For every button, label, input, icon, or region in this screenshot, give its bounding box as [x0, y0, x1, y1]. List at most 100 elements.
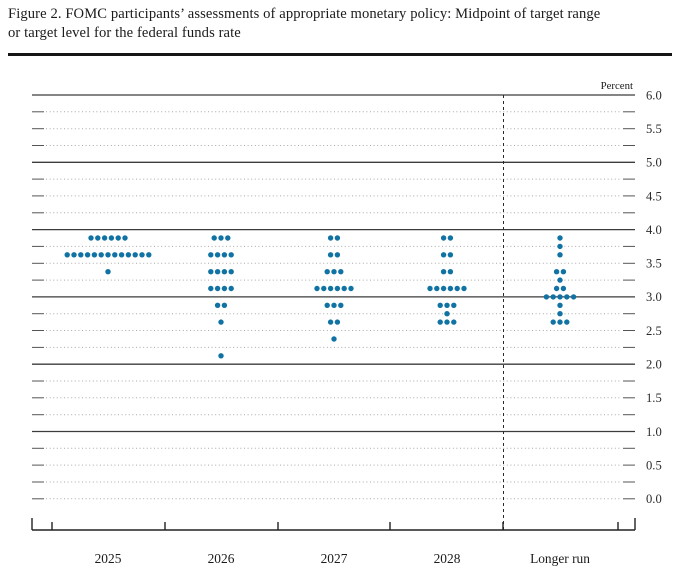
dot-2028-3.875: [440, 235, 447, 241]
dot-2028-3.125: [454, 285, 460, 292]
dot-2028-3.625: [447, 252, 454, 258]
dot-longer-run-3: [557, 294, 563, 300]
dot-longer-run-2.75: [557, 311, 563, 317]
dot-2028-3.125: [461, 285, 467, 292]
dot-2025-3.875: [95, 235, 101, 241]
dot-longer-run-3.875: [557, 235, 563, 241]
dot-2028-2.875: [444, 302, 450, 308]
dot-2025-3.375: [105, 269, 111, 275]
dot-longer-run-3: [570, 294, 577, 300]
dot-2027-2.375: [331, 336, 337, 342]
y-tick-label-3.0: 3.0: [646, 290, 662, 304]
dot-2026-2.625: [218, 319, 224, 325]
dot-2026-3.375: [228, 269, 234, 275]
dot-2028-2.875: [437, 302, 443, 308]
y-tick-label-0.5: 0.5: [646, 458, 662, 472]
dot-longer-run-3: [543, 294, 550, 300]
dot-2026-3.375: [221, 269, 228, 275]
dot-2027-3.375: [331, 269, 337, 275]
y-tick-label-5.0: 5.0: [646, 156, 662, 170]
figure-title-line2: or target level for the federal funds ra…: [8, 25, 241, 41]
dot-longer-run-3: [564, 294, 570, 300]
y-axis-unit-label: Percent: [601, 80, 633, 92]
dot-2027-3.125: [327, 285, 334, 292]
dot-2026-3.875: [225, 235, 231, 241]
dot-longer-run-3.125: [560, 285, 567, 292]
dot-2028-3.125: [427, 285, 433, 292]
dot-2028-3.125: [447, 285, 454, 292]
dot-2027-3.875: [327, 235, 334, 241]
dot-2025-3.625: [98, 252, 104, 258]
dot-2026-2.875: [214, 302, 221, 308]
dot-2026-3.125: [221, 285, 228, 292]
x-category-label-2027: 2027: [321, 551, 348, 566]
y-tick-label-4.5: 4.5: [646, 189, 662, 203]
dot-longer-run-3.375: [553, 269, 560, 275]
dot-2027-2.625: [334, 319, 341, 325]
dot-2028-2.625: [444, 319, 450, 325]
dot-2025-3.875: [115, 235, 121, 241]
dot-longer-run-2.625: [564, 319, 570, 325]
dot-2025-3.625: [139, 252, 145, 258]
dot-2026-3.375: [208, 269, 214, 275]
dot-2027-3.625: [327, 252, 334, 258]
dot-2026-3.625: [221, 252, 228, 258]
x-category-label-2028: 2028: [434, 551, 461, 566]
dot-longer-run-3.625: [557, 252, 563, 258]
y-tick-label-2.5: 2.5: [646, 324, 662, 338]
dot-2026-2.125: [218, 353, 224, 359]
x-category-label-2026: 2026: [208, 551, 235, 566]
dot-longer-run-2.875: [557, 302, 563, 308]
x-category-label-longer-run: Longer run: [530, 551, 590, 566]
dot-2027-3.375: [324, 269, 330, 275]
dot-2026-3.625: [214, 252, 221, 258]
dot-2027-3.125: [341, 285, 347, 292]
dot-2028-3.125: [434, 285, 440, 292]
dot-2026-3.125: [208, 285, 214, 292]
dot-2026-3.375: [214, 269, 221, 275]
dot-2025-3.625: [91, 252, 98, 258]
dot-2025-3.875: [122, 235, 128, 241]
dot-2025-3.625: [125, 252, 132, 258]
dot-2027-3.125: [334, 285, 341, 292]
dot-2025-3.625: [78, 252, 84, 258]
dot-2025-3.625: [118, 252, 125, 258]
dot-longer-run-3.375: [560, 269, 567, 275]
y-tick-label-3.5: 3.5: [646, 257, 662, 271]
dot-2027-2.625: [327, 319, 334, 325]
x-category-label-2025: 2025: [95, 551, 122, 566]
dot-2027-2.875: [324, 302, 330, 308]
dot-2025-3.875: [88, 235, 94, 241]
dot-2028-3.125: [440, 285, 447, 292]
dot-2026-3.625: [228, 252, 234, 258]
dot-2025-3.625: [84, 252, 91, 258]
dot-2025-3.625: [105, 252, 111, 258]
dot-2026-3.625: [208, 252, 214, 258]
dot-2027-3.125: [321, 285, 327, 292]
title-rule: [8, 53, 672, 56]
dot-2026-3.125: [228, 285, 234, 292]
dot-longer-run-3.125: [553, 285, 560, 292]
dot-2026-3.875: [218, 235, 224, 241]
dot-longer-run-2.625: [557, 319, 563, 325]
dot-2028-3.375: [440, 269, 447, 275]
y-tick-label-2.0: 2.0: [646, 358, 662, 372]
y-tick-label-6.0: 6.0: [646, 88, 662, 102]
dot-longer-run-3: [550, 294, 556, 300]
dot-longer-run-2.625: [550, 319, 556, 325]
dot-2028-3.625: [440, 252, 447, 258]
y-tick-label-5.5: 5.5: [646, 122, 662, 136]
dot-longer-run-3.75: [557, 243, 563, 250]
y-tick-label-1.5: 1.5: [646, 391, 662, 405]
dot-2027-3.375: [338, 269, 344, 275]
dot-2027-3.875: [334, 235, 341, 241]
dot-2027-2.875: [331, 302, 337, 308]
figure-title-line1: Figure 2. FOMC participants’ assessments…: [8, 6, 601, 22]
dot-2028-3.375: [447, 269, 454, 275]
dot-2025-3.625: [132, 252, 138, 258]
dot-2026-3.875: [211, 235, 217, 241]
dot-2025-3.875: [108, 235, 115, 241]
dot-2028-2.75: [444, 311, 450, 317]
